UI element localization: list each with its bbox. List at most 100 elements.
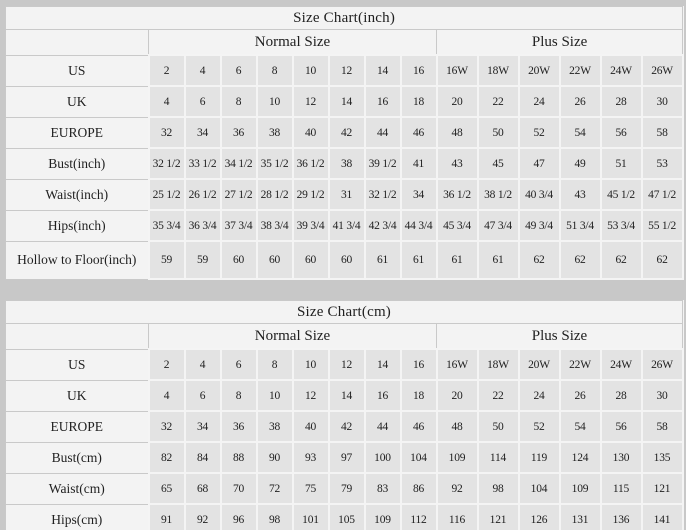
row-label: Hips(cm) [5,503,149,530]
size-value-cell: 8 [255,348,294,381]
size-value-cell: 8 [219,85,258,118]
size-value-cell: 40 3/4 [517,178,561,211]
size-value-cell: 49 [558,147,602,180]
size-value-cell: 60 [219,240,258,280]
row-label: US [5,54,149,87]
corner-cell [5,323,149,350]
table-row: Bust(inch) 32 1/2 33 1/2 34 1/2 35 1/2 36 1/2… [5,147,684,180]
size-value-cell: 58 [640,410,684,443]
size-chart-inch-section: Size Chart(inch) Normal Size Plus Size U… [4,6,684,280]
size-value-cell: 16W [435,54,479,87]
size-value-cell: 51 [599,147,643,180]
size-value-cell: 72 [255,472,294,505]
size-value-cell: 58 [640,116,684,149]
size-value-cell: 12 [327,54,366,87]
size-value-cell: 12 [327,348,366,381]
size-value-cell: 126 [517,503,561,530]
size-value-cell: 24W [599,54,643,87]
size-value-cell: 24 [517,85,561,118]
size-value-cell: 34 [183,410,222,443]
column-group-row: Normal Size Plus Size [5,29,684,56]
size-value-cell: 65 [147,472,186,505]
size-value-cell: 26 [558,379,602,412]
size-value-cell: 83 [363,472,402,505]
size-value-cell: 47 [517,147,561,180]
size-value-cell: 53 [640,147,684,180]
table-title-row: Size Chart(cm) [5,300,683,324]
size-chart-cm-table: Size Chart(cm) Normal Size Plus Size US 2… [5,300,684,530]
table-row: Hollow to Floor(inch) 59 59 60 60 60 60 61 61 61 6… [5,240,684,280]
size-value-cell: 41 3/4 [327,209,366,242]
size-value-cell: 38 [255,116,294,149]
size-value-cell: 100 [363,441,402,474]
corner-cell [5,29,149,56]
size-value-cell: 36 [219,410,258,443]
size-value-cell: 39 3/4 [291,209,330,242]
size-value-cell: 62 [599,240,643,280]
size-value-cell: 44 [363,116,402,149]
size-value-cell: 45 3/4 [435,209,479,242]
table-row: Hips(cm) 91 92 96 98 101 105 109 112 116 121 126 131… [5,503,684,530]
row-label: Waist(inch) [5,178,149,211]
size-value-cell: 59 [147,240,186,280]
size-value-cell: 24 [517,379,561,412]
table-title: Size Chart(inch) [4,6,684,30]
size-value-cell: 26W [640,348,684,381]
size-value-cell: 36 [219,116,258,149]
size-value-cell: 112 [399,503,438,530]
size-value-cell: 90 [255,441,294,474]
size-value-cell: 28 1/2 [255,178,294,211]
row-label: Bust(inch) [5,147,149,180]
size-value-cell: 16W [435,348,479,381]
size-value-cell: 27 1/2 [219,178,258,211]
size-value-cell: 86 [399,472,438,505]
normal-size-group-header: Normal Size [148,29,437,56]
size-value-cell: 98 [476,472,520,505]
row-label: EUROPE [5,410,149,443]
size-value-cell: 55 1/2 [640,209,684,242]
row-label: UK [5,379,149,412]
size-value-cell: 46 [399,116,438,149]
table-row: EUROPE 32 34 36 38 40 42 44 46 48 50 52 54 56 58 [5,116,684,149]
size-value-cell: 121 [476,503,520,530]
size-value-cell: 101 [291,503,330,530]
row-label: Hips(inch) [5,209,149,242]
size-value-cell: 62 [558,240,602,280]
size-value-cell: 38 [255,410,294,443]
size-value-cell: 109 [558,472,602,505]
size-value-cell: 33 1/2 [183,147,222,180]
size-value-cell: 114 [476,441,520,474]
size-value-cell: 14 [363,348,402,381]
size-value-cell: 141 [640,503,684,530]
size-value-cell: 53 3/4 [599,209,643,242]
size-value-cell: 18W [476,54,520,87]
size-value-cell: 60 [255,240,294,280]
size-value-cell: 37 3/4 [219,209,258,242]
size-chart-cm-section: Size Chart(cm) Normal Size Plus Size US 2… [5,300,684,530]
size-value-cell: 4 [183,348,222,381]
size-value-cell: 10 [255,85,294,118]
size-value-cell: 50 [476,410,520,443]
size-value-cell: 130 [599,441,643,474]
table-row: US 2 4 6 8 10 12 14 16 16W 18W 20W 22W 24W 26W [5,348,684,381]
size-value-cell: 26 1/2 [183,178,222,211]
size-value-cell: 16 [399,348,438,381]
size-value-cell: 42 [327,116,366,149]
size-value-cell: 26W [640,54,684,87]
table-row: Waist(inch) 25 1/2 26 1/2 27 1/2 28 1/2 29 1/… [5,178,684,211]
size-value-cell: 20W [517,348,561,381]
size-value-cell: 4 [147,379,186,412]
size-value-cell: 38 3/4 [255,209,294,242]
size-value-cell: 98 [255,503,294,530]
size-value-cell: 79 [327,472,366,505]
size-value-cell: 18 [399,379,438,412]
size-value-cell: 60 [291,240,330,280]
row-label: UK [5,85,149,118]
size-value-cell: 56 [599,410,643,443]
size-value-cell: 82 [147,441,186,474]
size-value-cell: 20 [435,379,479,412]
size-value-cell: 36 1/2 [291,147,330,180]
size-value-cell: 25 1/2 [147,178,186,211]
size-value-cell: 14 [327,379,366,412]
size-value-cell: 60 [327,240,366,280]
